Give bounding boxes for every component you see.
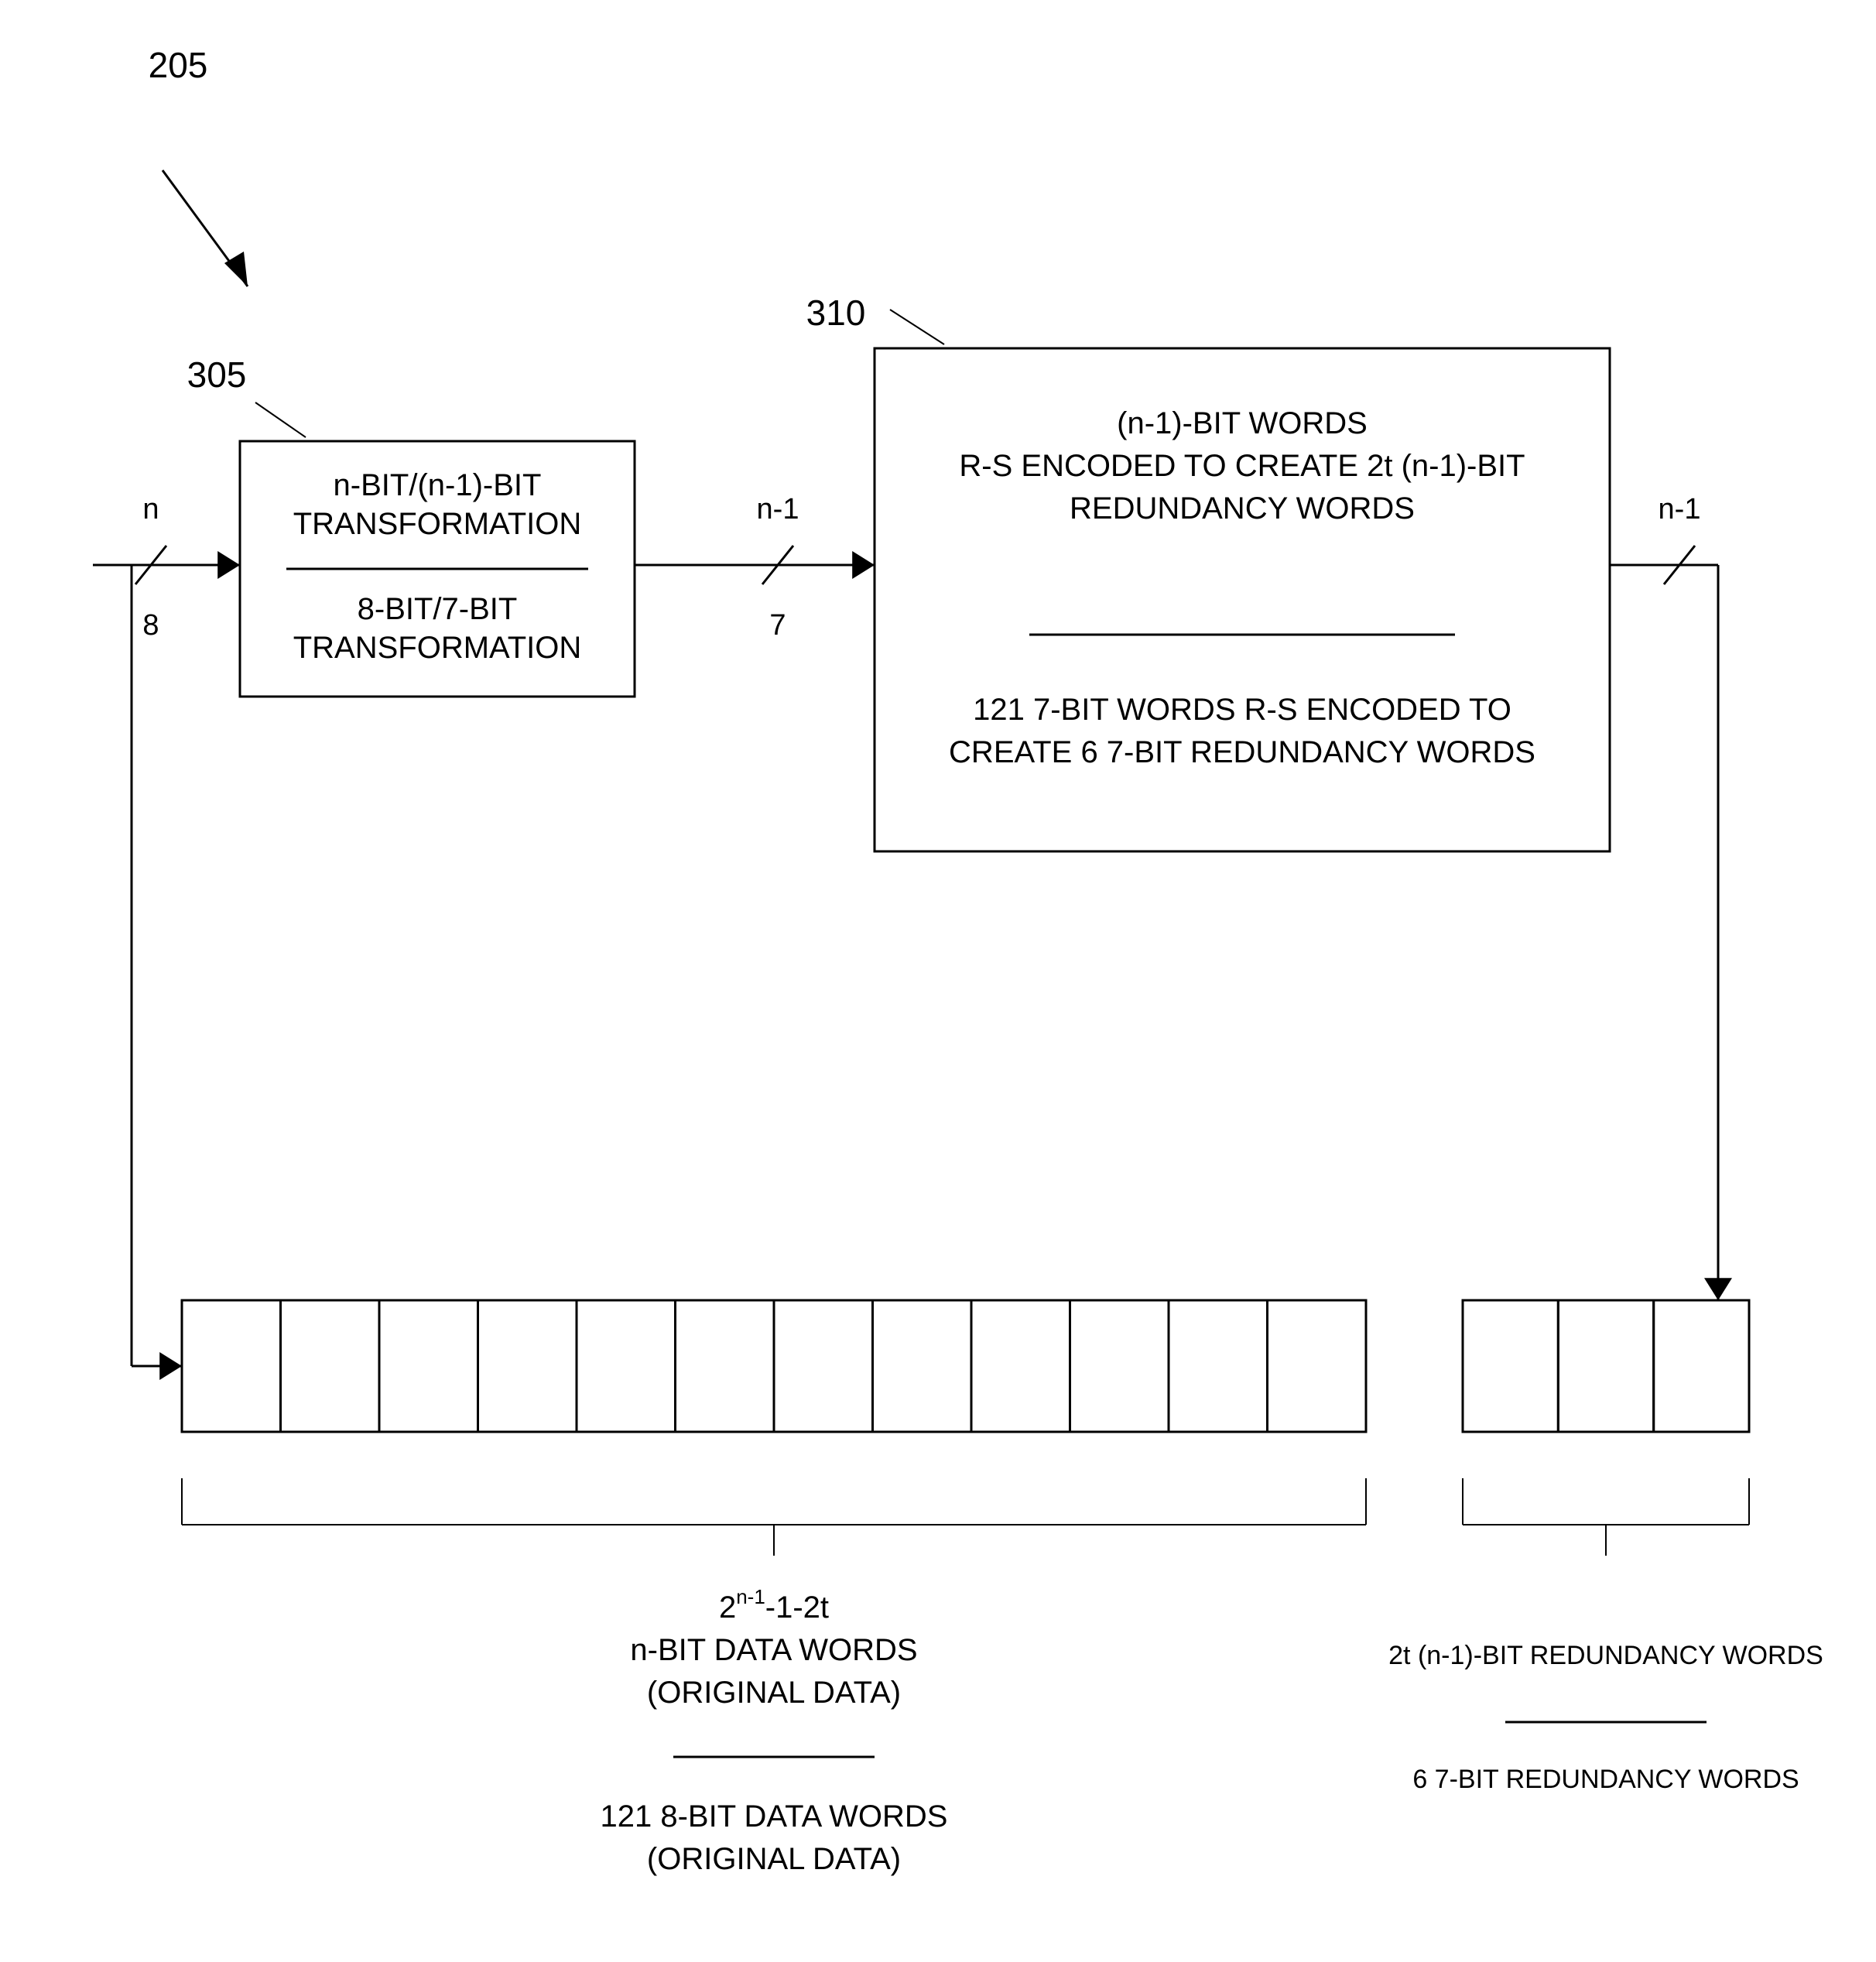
bus-out-top: n-1: [1659, 493, 1701, 526]
box1-line3: 8-BIT/7-BIT: [358, 592, 518, 626]
caption-data-l5: (ORIGINAL DATA): [647, 1842, 901, 1876]
ref-305-tick: [255, 402, 306, 437]
arrowhead: [159, 1352, 182, 1380]
caption-data-l2: n-BIT DATA WORDS: [630, 1633, 917, 1667]
arrowhead: [217, 551, 240, 579]
arrowhead: [1704, 1278, 1732, 1300]
data-cell: [873, 1300, 972, 1432]
data-cell: [478, 1300, 577, 1432]
arrowhead: [852, 551, 875, 579]
caption-red-l2: 6 7-BIT REDUNDANCY WORDS: [1412, 1765, 1799, 1794]
redundancy-cell: [1558, 1300, 1653, 1432]
box1-line2: TRANSFORMATION: [293, 507, 582, 541]
ref-310: 310: [806, 293, 866, 333]
caption-data-l4: 121 8-BIT DATA WORDS: [600, 1799, 947, 1834]
box2-line1: (n-1)-BIT WORDS: [1117, 406, 1368, 440]
box2-line4: 121 7-BIT WORDS R-S ENCODED TO: [973, 693, 1511, 727]
ref-205: 205: [149, 45, 208, 85]
bus-mid-top: n-1: [757, 493, 799, 526]
data-cell: [676, 1300, 775, 1432]
redundancy-cell: [1654, 1300, 1749, 1432]
bus-mid-bot: 7: [769, 609, 786, 642]
ref-205-arrowhead: [224, 252, 248, 286]
data-cell: [1169, 1300, 1268, 1432]
data-cell: [1070, 1300, 1169, 1432]
data-cell: [774, 1300, 873, 1432]
data-cell: [281, 1300, 380, 1432]
caption-data-formula: 2n-1-1-2t: [719, 1585, 829, 1625]
box2-line3: REDUNDANCY WORDS: [1070, 491, 1415, 526]
redundancy-cell: [1463, 1300, 1558, 1432]
caption-red-l1: 2t (n-1)-BIT REDUNDANCY WORDS: [1388, 1641, 1823, 1670]
bus-in-bot: 8: [142, 609, 159, 642]
data-cell: [577, 1300, 676, 1432]
box1-line1: n-BIT/(n-1)-BIT: [334, 468, 542, 502]
ref-305: 305: [187, 354, 247, 395]
bus-in-top: n: [142, 493, 159, 526]
data-cell: [182, 1300, 281, 1432]
box2-line2: R-S ENCODED TO CREATE 2t (n-1)-BIT: [959, 449, 1525, 483]
box1-line4: TRANSFORMATION: [293, 631, 582, 665]
data-cell: [971, 1300, 1070, 1432]
data-cell: [379, 1300, 478, 1432]
ref-310-tick: [890, 310, 944, 344]
data-cell: [1268, 1300, 1367, 1432]
caption-data-l3: (ORIGINAL DATA): [647, 1676, 901, 1710]
box2-line5: CREATE 6 7-BIT REDUNDANCY WORDS: [949, 735, 1535, 769]
